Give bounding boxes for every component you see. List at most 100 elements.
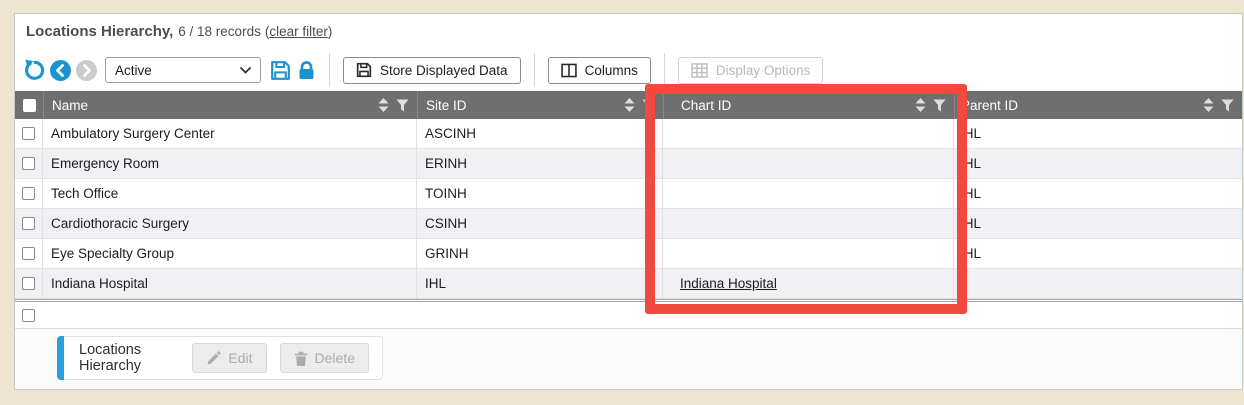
- forward-icon: [75, 59, 98, 82]
- toolbar-divider: [533, 53, 535, 87]
- row-checkbox-cell: [15, 149, 43, 178]
- site-id-cell: CSINH: [417, 209, 663, 238]
- row-checkbox[interactable]: [22, 127, 35, 140]
- back-icon[interactable]: [49, 59, 72, 82]
- clear-filter-link[interactable]: clear filter: [269, 24, 328, 39]
- store-displayed-data-button[interactable]: Store Displayed Data: [343, 56, 521, 84]
- table-row[interactable]: Ambulatory Surgery Center ASCINH IHL: [15, 119, 1242, 149]
- column-label-site-id: Site ID: [426, 97, 467, 113]
- empty-row: [15, 302, 1242, 329]
- row-checkbox[interactable]: [22, 157, 35, 170]
- sort-icon[interactable]: [915, 98, 926, 112]
- chart-id-cell: [663, 239, 954, 268]
- status-filter-value: Active: [115, 62, 152, 78]
- empty-row-checkbox[interactable]: [22, 308, 35, 322]
- delete-label: Delete: [314, 350, 355, 366]
- edit-button: Edit: [192, 343, 267, 373]
- parent-id-cell: IHL: [960, 186, 982, 201]
- table-row[interactable]: Tech Office TOINH IHL: [15, 179, 1242, 209]
- table-row[interactable]: Eye Specialty Group GRINH IHL: [15, 239, 1242, 269]
- row-checkbox[interactable]: [22, 247, 35, 260]
- sort-icon[interactable]: [1203, 98, 1214, 112]
- status-filter-select[interactable]: Active: [105, 57, 261, 83]
- name-cell: Tech Office: [43, 179, 417, 208]
- parent-id-cell: IHL: [960, 156, 982, 171]
- toolbar-divider: [329, 53, 330, 87]
- table-row[interactable]: Indiana Hospital IHL Indiana Hospital: [15, 269, 1242, 299]
- filter-icon[interactable]: [933, 99, 946, 112]
- name-cell: Cardiothoracic Surgery: [43, 209, 417, 238]
- row-checkbox[interactable]: [22, 217, 35, 230]
- table-bottom-divider: [15, 299, 1242, 302]
- chart-id-link[interactable]: Indiana Hospital: [680, 276, 777, 291]
- display-options-label: Display Options: [715, 62, 811, 78]
- column-label-parent-id: Parent ID: [961, 97, 1019, 113]
- name-cell: Indiana Hospital: [43, 269, 417, 298]
- lock-icon[interactable]: [297, 60, 316, 81]
- row-checkbox-cell: [15, 119, 43, 148]
- column-header-chart-id[interactable]: Chart ID: [663, 91, 954, 119]
- locations-hierarchy-panel: Locations Hierarchy, 6 / 18 records (cle…: [14, 13, 1243, 390]
- paren-open: (: [264, 24, 270, 39]
- refresh-undo-icon[interactable]: [23, 59, 46, 82]
- row-checkbox-cell: [15, 209, 43, 238]
- column-header-parent-id[interactable]: Parent ID: [954, 91, 1242, 119]
- row-checkbox-cell: [15, 179, 43, 208]
- row-checkbox[interactable]: [22, 277, 35, 290]
- display-options-button: Display Options: [677, 56, 824, 84]
- columns-button[interactable]: Columns: [547, 56, 651, 84]
- sort-icon[interactable]: [624, 98, 635, 112]
- column-label-chart-id: Chart ID: [681, 97, 732, 113]
- column-header-site-id[interactable]: Site ID: [417, 91, 663, 119]
- parent-id-cell: IHL: [960, 216, 982, 231]
- trash-icon: [294, 351, 307, 366]
- column-header-name[interactable]: Name: [43, 91, 417, 119]
- delete-button: Delete: [279, 343, 369, 373]
- columns-icon: [560, 63, 577, 77]
- header-select-all-cell: [15, 91, 43, 119]
- filter-icon[interactable]: [642, 99, 655, 112]
- chart-id-cell: [663, 179, 954, 208]
- parent-id-cell: IHL: [960, 126, 982, 141]
- chart-id-cell: [663, 119, 954, 148]
- name-cell: Ambulatory Surgery Center: [43, 119, 417, 148]
- toolbar: Active: [15, 49, 1242, 91]
- site-id-cell: GRINH: [417, 239, 663, 268]
- chart-id-cell: [663, 149, 954, 178]
- chevron-down-icon: [240, 66, 251, 74]
- title-bar: Locations Hierarchy, 6 / 18 records (cle…: [15, 14, 1242, 49]
- chart-id-cell: Indiana Hospital: [663, 269, 954, 298]
- filter-icon[interactable]: [1221, 99, 1234, 112]
- row-checkbox-cell: [15, 269, 43, 298]
- table-body: Ambulatory Surgery Center ASCINH IHL Eme…: [15, 119, 1242, 299]
- site-id-cell: ERINH: [417, 149, 663, 178]
- chart-id-cell: [663, 209, 954, 238]
- edit-label: Edit: [228, 350, 253, 366]
- column-label-name: Name: [52, 97, 89, 113]
- save-view-icon[interactable]: [270, 60, 291, 81]
- table-header: Name Site ID Chart ID Parent ID: [15, 91, 1242, 119]
- save-icon: [356, 62, 372, 78]
- pencil-icon: [207, 350, 222, 364]
- select-all-checkbox[interactable]: [22, 98, 36, 112]
- site-id-cell: IHL: [417, 269, 663, 298]
- name-cell: Eye Specialty Group: [43, 239, 417, 268]
- filter-icon[interactable]: [396, 99, 409, 112]
- selection-panel-label: Locations Hierarchy: [79, 342, 142, 374]
- footer: Locations Hierarchy Edit: [15, 329, 1242, 389]
- site-id-cell: TOINH: [417, 179, 663, 208]
- row-checkbox[interactable]: [22, 187, 35, 200]
- table-row[interactable]: Cardiothoracic Surgery CSINH IHL: [15, 209, 1242, 239]
- record-count: 6 / 18 records: [178, 24, 261, 39]
- paren-close: ): [327, 24, 333, 39]
- name-cell: Emergency Room: [43, 149, 417, 178]
- table-row[interactable]: Emergency Room ERINH IHL: [15, 149, 1242, 179]
- parent-id-cell: IHL: [960, 246, 982, 261]
- store-displayed-data-label: Store Displayed Data: [380, 62, 508, 78]
- blue-accent-bar: [57, 336, 64, 380]
- columns-label: Columns: [584, 62, 638, 78]
- sort-icon[interactable]: [378, 98, 389, 112]
- toolbar-divider: [663, 53, 665, 87]
- site-id-cell: ASCINH: [417, 119, 663, 148]
